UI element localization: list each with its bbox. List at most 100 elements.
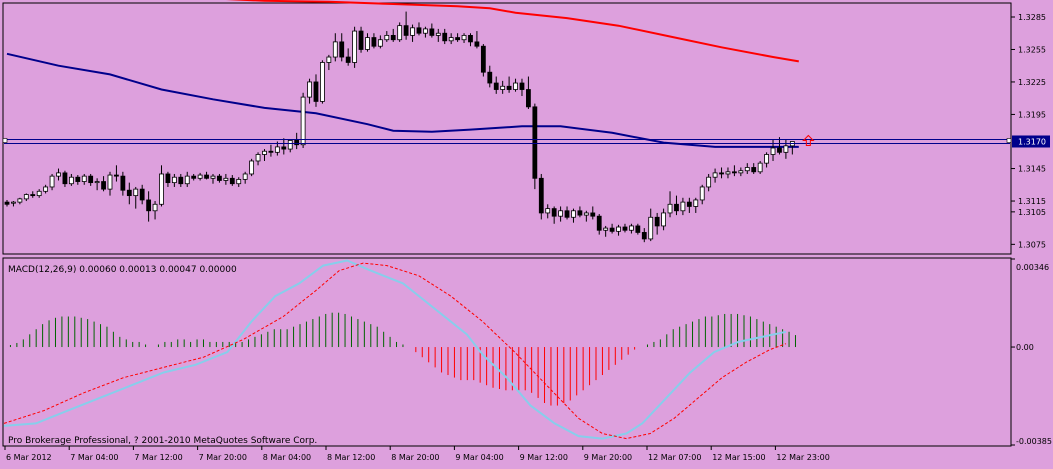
candle-body-up: [680, 201, 686, 212]
candle-body-up: [184, 175, 190, 185]
candle-body-down: [564, 210, 570, 218]
price-line-handle-left: [2, 138, 8, 143]
candle-body-down: [455, 37, 461, 41]
time-tick-label: 12 Mar 15:00: [712, 453, 765, 462]
candle: [538, 173, 544, 220]
candle: [429, 23, 435, 38]
candle-body-down: [777, 147, 782, 153]
candle: [474, 31, 480, 49]
candle-body-down: [474, 41, 480, 47]
candle-body-down: [641, 232, 647, 240]
candle: [410, 24, 415, 42]
candle-body-down: [532, 106, 538, 179]
candle: [204, 171, 209, 180]
macd-tick-label: 0.00346: [1016, 263, 1049, 272]
candle: [686, 197, 692, 213]
candle: [390, 28, 396, 42]
candle-body-up: [274, 146, 280, 153]
time-tick-label: 8 Mar 20:00: [391, 453, 439, 462]
candle: [590, 206, 596, 220]
price-tick-label: 1.3115: [1018, 197, 1046, 206]
candle-body-up: [197, 174, 203, 179]
candle: [558, 206, 563, 222]
candle: [159, 165, 164, 207]
candle-body-up: [352, 30, 358, 63]
candle: [146, 191, 152, 222]
candle-body-up: [448, 37, 454, 42]
ema-red-line: [225, 0, 799, 63]
time-tick-label: 7 Mar 20:00: [199, 453, 247, 462]
candle: [229, 175, 235, 186]
candle: [11, 201, 16, 207]
candle-body-up: [629, 225, 634, 231]
candle: [712, 168, 718, 183]
candle-body-up: [159, 173, 164, 205]
time-tick-label: 7 Mar 04:00: [70, 453, 118, 462]
candle: [320, 60, 325, 104]
time-tick-label: 9 Mar 04:00: [455, 453, 503, 462]
candle-body-up: [223, 177, 229, 181]
candle-body-down: [204, 174, 209, 179]
candle: [313, 74, 319, 107]
candle-body-down: [686, 201, 692, 207]
candle-body-down: [217, 175, 222, 181]
candle: [94, 178, 100, 191]
candle: [281, 138, 287, 155]
candle-body-down: [101, 181, 106, 190]
candle: [43, 184, 49, 194]
candle: [480, 44, 486, 77]
candle: [732, 165, 737, 177]
candle-body-up: [36, 190, 42, 197]
candlesticks: [4, 11, 795, 243]
candle-body-down: [609, 227, 615, 232]
candle: [435, 28, 441, 42]
price-tick-label: 1.3075: [1018, 240, 1046, 249]
time-tick-label: 9 Mar 20:00: [584, 453, 632, 462]
price-tick-label: 1.3105: [1018, 208, 1046, 217]
candle: [4, 199, 10, 207]
candle-body-up: [603, 227, 609, 231]
candle-body-up: [770, 147, 776, 155]
macd-main-line: [3, 259, 787, 440]
candle-body-down: [590, 212, 596, 217]
candle: [583, 210, 589, 222]
candle: [287, 139, 293, 153]
candle-body-up: [571, 210, 576, 218]
price-tick-label: 1.3255: [1018, 45, 1046, 54]
candle: [416, 22, 422, 36]
candle-body-up: [107, 174, 113, 190]
candle-body-up: [365, 37, 370, 50]
candle-body-up: [287, 140, 293, 150]
candle: [706, 173, 712, 192]
candle-body-up: [23, 194, 29, 200]
candle: [564, 206, 570, 220]
candle-body-down: [120, 175, 126, 191]
candle-body-up: [725, 171, 731, 175]
candle: [371, 33, 377, 49]
candle-body-up: [744, 167, 750, 172]
candle-body-up: [661, 212, 666, 227]
candle-body-up: [764, 154, 769, 164]
candle-body-up: [171, 176, 177, 184]
candle: [294, 132, 300, 150]
candle: [307, 78, 312, 104]
candle-body-up: [43, 186, 49, 192]
candle: [384, 31, 390, 42]
candle-body-up: [152, 203, 158, 212]
candle-body-up: [693, 199, 699, 207]
candle-body-up: [738, 170, 744, 174]
candle-body-down: [62, 172, 68, 185]
candle: [423, 26, 428, 38]
candle-body-down: [538, 177, 544, 214]
candle: [751, 163, 757, 174]
candle: [641, 228, 647, 243]
candle-body-down: [114, 174, 119, 177]
candle: [268, 144, 274, 157]
candle: [197, 172, 203, 181]
candle-body-down: [732, 171, 737, 174]
candle-body-down: [719, 172, 724, 175]
candle: [648, 208, 654, 242]
candle-body-up: [423, 28, 428, 34]
time-tick-label: 7 Mar 12:00: [134, 453, 182, 462]
candle-body-up: [699, 186, 705, 201]
